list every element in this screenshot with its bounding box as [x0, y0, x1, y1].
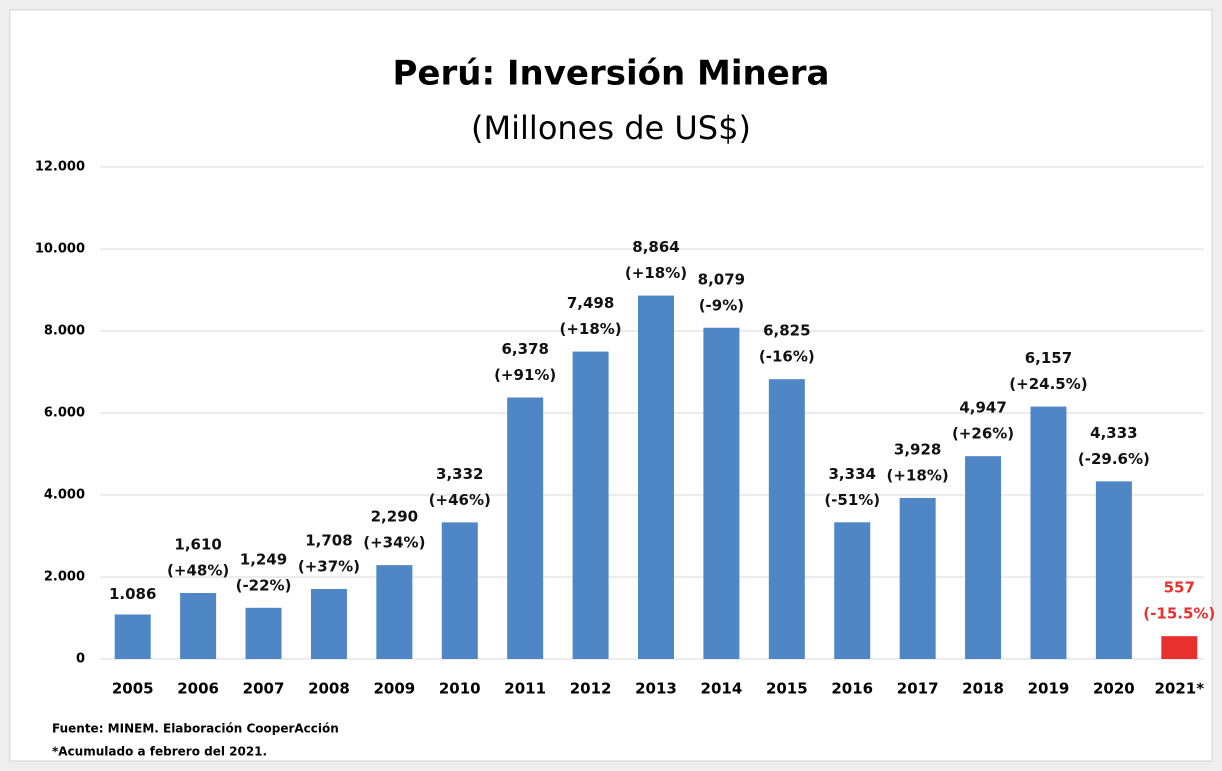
bar — [114, 614, 151, 659]
value-label: 6,378 — [501, 340, 548, 358]
value-label: 4,947 — [959, 399, 1006, 417]
change-label: (+37%) — [298, 557, 360, 575]
y-tick-label: 12.000 — [35, 160, 85, 175]
value-label: 1,708 — [305, 531, 352, 549]
bar — [441, 522, 478, 659]
bar — [1095, 481, 1132, 659]
bar — [965, 456, 1002, 659]
y-tick-label: 0 — [76, 652, 85, 667]
x-tick-label: 2009 — [373, 680, 415, 698]
value-label: 6,825 — [763, 322, 810, 340]
x-tick-label: 2016 — [831, 680, 873, 698]
bar — [572, 351, 609, 659]
x-tick-label: 2012 — [570, 680, 612, 698]
value-label: 3,332 — [436, 465, 483, 483]
x-tick-label: 2011 — [504, 680, 546, 698]
change-label: (+18%) — [887, 466, 949, 484]
change-label: (-51%) — [824, 491, 880, 509]
change-label: (+48%) — [167, 561, 229, 579]
x-tick-label: 2013 — [635, 680, 677, 698]
value-label: 1.086 — [109, 585, 156, 603]
chart-title: Perú: Inversión Minera — [393, 54, 830, 94]
y-tick-label: 8.000 — [44, 324, 85, 339]
bar — [834, 522, 871, 659]
change-label: (-16%) — [759, 348, 815, 366]
value-label: 3,334 — [829, 465, 876, 483]
bar — [376, 565, 413, 659]
change-label: (-22%) — [236, 576, 292, 594]
bar — [507, 397, 544, 659]
x-tick-label: 2015 — [766, 680, 808, 698]
x-tick-label: 2007 — [243, 680, 285, 698]
x-tick-label: 2019 — [1028, 680, 1070, 698]
bar — [638, 295, 674, 659]
value-label: 6,157 — [1025, 349, 1072, 367]
bar — [1161, 636, 1198, 659]
x-tick-label: 2017 — [897, 680, 939, 698]
bar — [310, 588, 347, 659]
x-tick-label: 2018 — [962, 680, 1004, 698]
footnote: *Acumulado a febrero del 2021. — [52, 745, 267, 759]
value-label: 7,498 — [567, 294, 614, 312]
value-label: 557 — [1164, 579, 1195, 597]
y-tick-label: 2.000 — [44, 570, 85, 585]
bar — [768, 379, 805, 659]
change-label: (-29.6%) — [1078, 450, 1150, 468]
x-tick-label: 2020 — [1093, 680, 1135, 698]
change-label: (+18%) — [625, 264, 687, 282]
change-label: (-15.5%) — [1143, 605, 1215, 623]
x-tick-label: 2006 — [177, 680, 219, 698]
value-label: 8,079 — [698, 270, 745, 288]
value-label: 2,290 — [371, 508, 418, 526]
y-tick-label: 6.000 — [44, 406, 85, 421]
value-label: 1,610 — [174, 535, 221, 553]
bar — [180, 592, 217, 659]
source-note: Fuente: MINEM. Elaboración CooperAcción — [52, 722, 339, 736]
value-label: 8,864 — [632, 238, 679, 256]
y-tick-label: 4.000 — [44, 488, 85, 503]
chart-subtitle: (Millones de US$) — [471, 109, 751, 147]
y-tick-label: 10.000 — [35, 242, 85, 257]
x-tick-label: 2014 — [701, 680, 743, 698]
change-label: (+18%) — [559, 320, 621, 338]
x-tick-label: 2021* — [1154, 680, 1204, 698]
x-tick-label: 2008 — [308, 680, 350, 698]
change-label: (+24.5%) — [1009, 375, 1087, 393]
change-label: (+91%) — [494, 366, 556, 384]
change-label: (+34%) — [363, 534, 425, 552]
change-label: (-9%) — [699, 296, 744, 314]
value-label: 4,333 — [1090, 424, 1137, 442]
bar — [899, 497, 936, 659]
x-tick-label: 2005 — [112, 680, 154, 698]
value-label: 1,249 — [240, 550, 287, 568]
bar — [1030, 406, 1067, 659]
change-label: (+46%) — [429, 491, 491, 509]
bar — [703, 327, 740, 659]
bar — [245, 607, 282, 659]
value-label: 3,928 — [894, 440, 941, 458]
change-label: (+26%) — [952, 425, 1014, 443]
x-tick-label: 2010 — [439, 680, 481, 698]
